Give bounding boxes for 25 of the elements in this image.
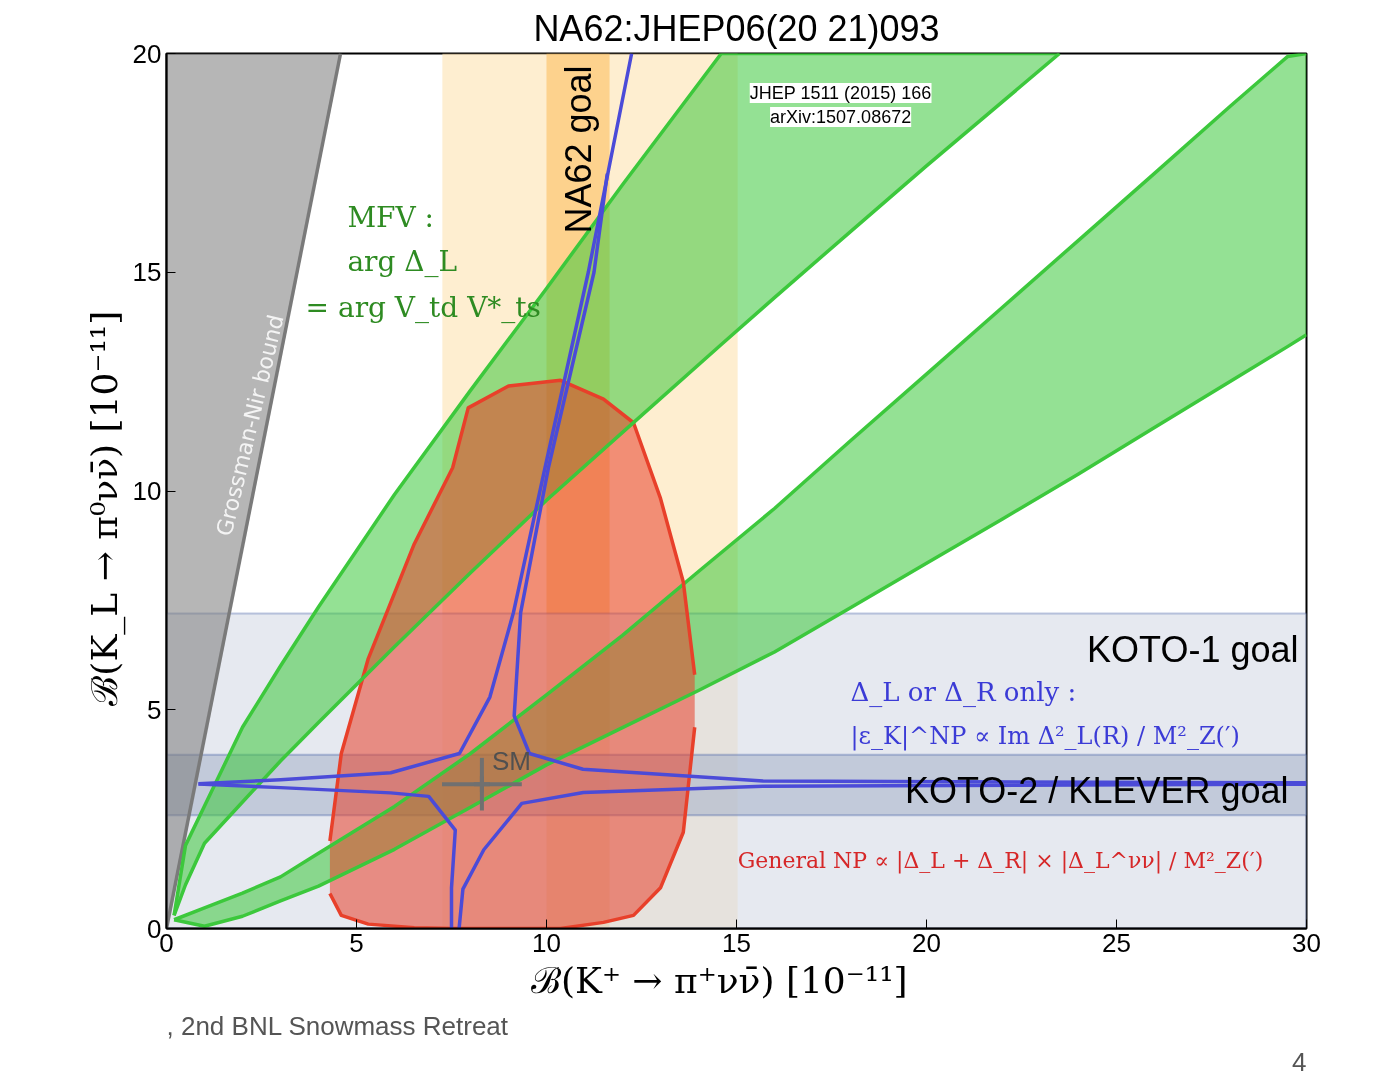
band-label: KOTO-1 goal xyxy=(1087,629,1299,670)
band-label: NA62 goal xyxy=(557,65,599,234)
annotation: arg Δ_L xyxy=(347,244,458,278)
y-tick-label: 20 xyxy=(132,38,162,69)
y-tick-label: 15 xyxy=(132,257,162,288)
x-tick-label: 30 xyxy=(1292,927,1321,958)
y-tick-label: 10 xyxy=(132,476,162,506)
annotation: |ε_K|^NP ∝ Im Δ²_L(R) / M²_Z(′) xyxy=(850,722,1240,751)
y-axis-title: ℬ(K_L → π⁰νν̄) [10⁻¹¹] xyxy=(83,310,126,706)
annotation: Δ_L or Δ_R only : xyxy=(850,677,1077,709)
x-tick-label: 25 xyxy=(1102,927,1131,958)
annotation: General NP ∝ |Δ_L + Δ_R| × |Δ_L^νν| / M²_Z(′) xyxy=(737,848,1264,875)
annotation: JHEP 1511 (2015) 166 xyxy=(749,82,932,103)
x-axis-title: ℬ(K⁺ → π⁺νν̄) [10⁻¹¹] xyxy=(531,959,908,1001)
annotation: MFV : xyxy=(347,201,435,235)
x-tick-label: 10 xyxy=(532,927,561,958)
text: , 2nd BNL Snowmass Retreat xyxy=(166,1010,509,1041)
x-tick-label: 15 xyxy=(722,927,751,958)
chart-title: NA62:JHEP06(20 21)093 xyxy=(533,7,940,49)
x-tick-label: 20 xyxy=(912,927,941,958)
annotation: arXiv:1507.08672 xyxy=(770,106,912,127)
series-label: SM xyxy=(491,746,531,777)
x-tick-label: 5 xyxy=(349,927,364,958)
y-tick-label: 5 xyxy=(147,694,162,725)
text: 4 xyxy=(1292,1046,1307,1075)
